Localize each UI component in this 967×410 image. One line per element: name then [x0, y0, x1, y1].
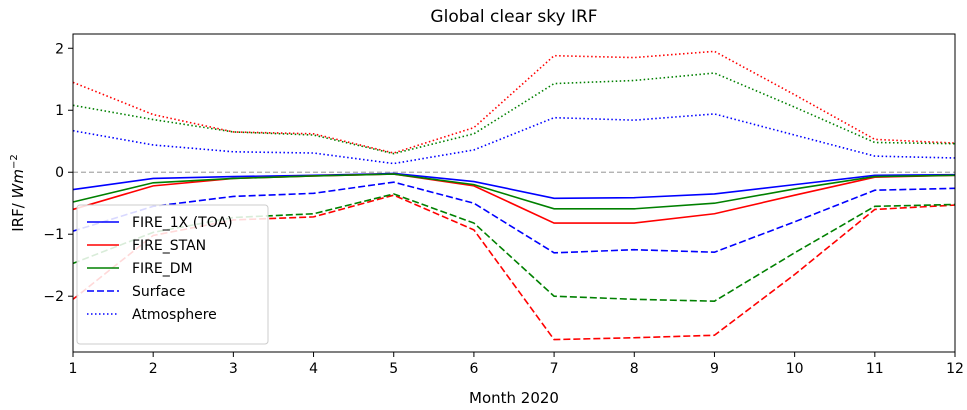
y-tick-label: 1 [55, 103, 64, 119]
x-tick-label: 7 [550, 361, 559, 377]
series-line [72, 113, 956, 165]
legend-label: FIRE_DM [132, 261, 193, 277]
x-tick-label: 1 [69, 361, 78, 377]
x-tick-label: 2 [149, 361, 158, 377]
chart-title: Global clear sky IRF [430, 7, 597, 27]
series-line [72, 72, 956, 155]
x-tick-label: 8 [630, 361, 639, 377]
series-line [72, 181, 956, 254]
x-tick-label: 11 [866, 361, 884, 377]
legend-label: Atmosphere [132, 307, 217, 323]
series-line [72, 50, 956, 154]
x-tick-label: 10 [786, 361, 804, 377]
legend: FIRE_1X (TOA) FIRE_STAN FIRE_DM Surface Atmo… [76, 204, 269, 345]
x-tick-label: 9 [710, 361, 719, 377]
series-line [72, 172, 956, 200]
legend-label: FIRE_STAN [132, 238, 206, 254]
y-tick-label: 0 [55, 165, 64, 181]
y-axis-label-exponent: −2 [9, 154, 20, 169]
series-line [72, 173, 956, 210]
legend-box [76, 204, 269, 345]
y-axis-label-unit: Wm [9, 169, 27, 198]
x-tick-label: 6 [469, 361, 478, 377]
x-tick-label: 3 [229, 361, 238, 377]
x-tick-label: 12 [946, 361, 964, 377]
y-tick-label: 2 [55, 41, 64, 57]
y-tick-label: −2 [43, 289, 64, 305]
y-tick-label: −1 [43, 227, 64, 243]
y-axis-label-text: IRF/ [9, 198, 27, 231]
x-tick-label: 4 [309, 361, 318, 377]
legend-label: Surface [132, 284, 185, 300]
plot-frame [72, 33, 956, 353]
x-tick-label: 5 [389, 361, 398, 377]
legend-label: FIRE_1X (TOA) [132, 215, 233, 231]
x-axis-label: Month 2020 [469, 389, 559, 407]
y-axis-label: IRF/ Wm−2 [9, 154, 27, 232]
